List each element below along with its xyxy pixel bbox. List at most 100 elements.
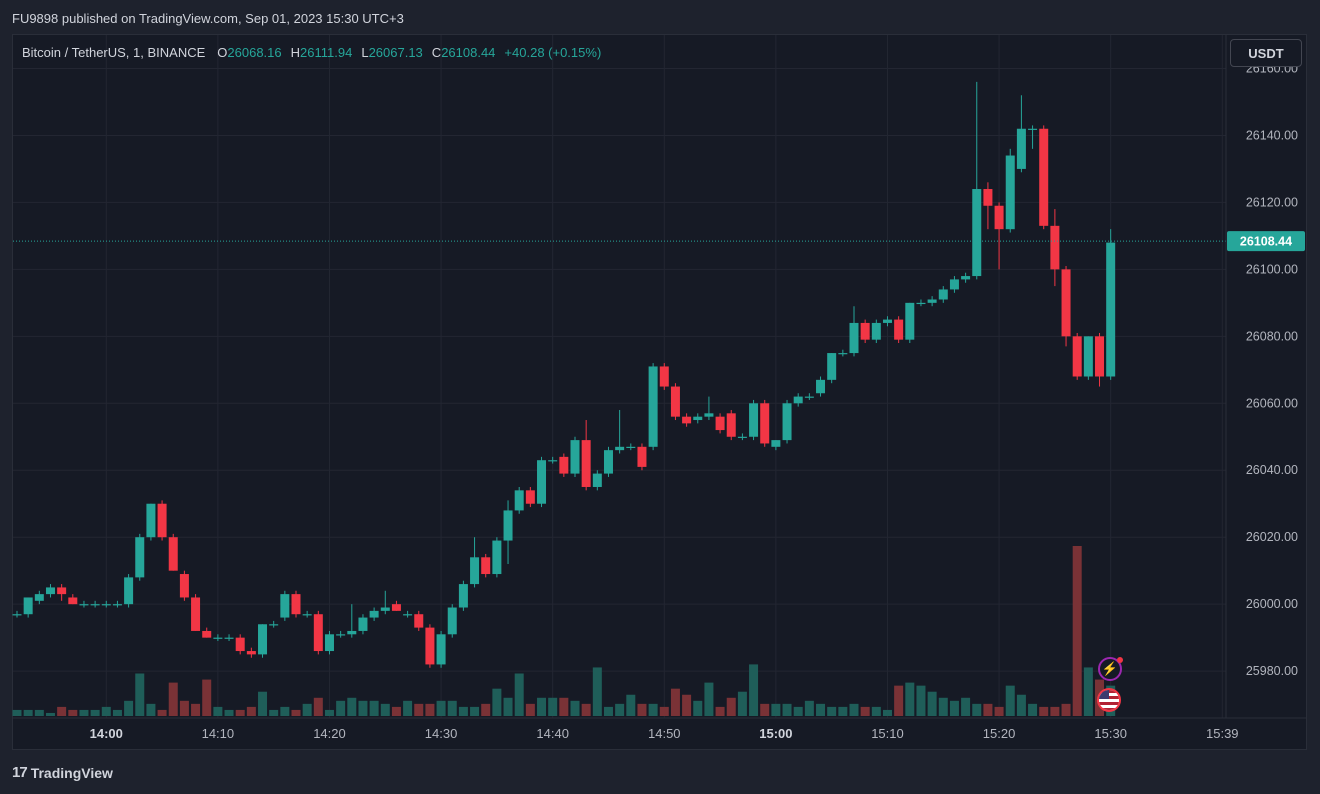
volume-bar: [581, 703, 591, 716]
candle: [124, 574, 134, 608]
candle-body: [235, 637, 245, 652]
candle-body: [570, 440, 580, 474]
candle-body: [771, 440, 781, 447]
volume-bar: [436, 700, 446, 716]
candle: [403, 610, 413, 618]
volume-bar: [191, 703, 201, 716]
high-value: 26111.94: [300, 45, 353, 60]
candle: [135, 533, 145, 581]
candle: [749, 399, 759, 441]
candle-body: [659, 366, 669, 387]
chart-pane[interactable]: [12, 34, 1307, 750]
price-axis[interactable]: 25980.00 26000.00 26020.00 26040.00 26060.00…: [1225, 35, 1305, 718]
volume-bar: [894, 685, 904, 716]
volume-bar: [1061, 703, 1071, 716]
candles: [12, 81, 1116, 668]
volume-bar: [447, 700, 457, 716]
time-tick-label: 15:10: [871, 726, 904, 741]
candle-body: [916, 302, 926, 305]
volume-bar: [425, 703, 435, 716]
volume-bar: [514, 673, 524, 716]
candle-body: [358, 617, 368, 631]
candle-body: [793, 396, 803, 404]
candle-body: [369, 610, 379, 618]
candle-body: [34, 594, 44, 601]
candle: [481, 553, 491, 578]
volume-bar: [458, 706, 468, 716]
candle: [704, 396, 714, 421]
candle-body: [503, 510, 513, 541]
volume-bar: [302, 703, 312, 716]
candle: [782, 399, 792, 444]
volume-bars: [12, 546, 1116, 716]
candle: [626, 443, 636, 451]
candle-body: [749, 403, 759, 437]
candle: [1050, 209, 1060, 287]
lightning-icon[interactable]: ⚡: [1098, 657, 1123, 681]
volume-bar: [905, 682, 915, 716]
candle-body: [827, 353, 837, 380]
volume-bar: [626, 694, 636, 716]
candle: [1106, 229, 1116, 380]
us-flag-icon[interactable]: [1097, 688, 1121, 712]
candle-body: [246, 651, 256, 655]
time-tick-label: 14:10: [202, 726, 235, 741]
candle: [514, 486, 524, 514]
volume-bar: [481, 703, 491, 716]
candle-body: [313, 614, 323, 652]
publish-line: FU9898 published on TradingView.com, Sep…: [12, 11, 404, 26]
price-tick-label: 26100.00: [1246, 262, 1298, 276]
candle: [425, 624, 435, 668]
currency-button[interactable]: USDT: [1230, 39, 1302, 67]
candle-body: [336, 634, 346, 636]
candle: [168, 533, 178, 571]
candle-body: [949, 279, 959, 290]
candle-body: [871, 322, 881, 340]
candle-body: [101, 604, 111, 606]
candle: [581, 420, 591, 491]
volume-bar: [726, 697, 736, 716]
time-axis[interactable]: 14:00 14:10 14:20 14:30 14:40 14:50 15:00 15:10…: [13, 717, 1306, 741]
volume-bar: [246, 706, 256, 716]
candle: [436, 630, 446, 668]
low-value: 26067.13: [368, 45, 423, 60]
volume-bar: [1028, 703, 1038, 716]
volume-bar: [860, 706, 870, 716]
volume-bar: [949, 700, 959, 716]
notification-dot: [1117, 657, 1123, 663]
symbol-title[interactable]: Bitcoin / TetherUS, 1, BINANCE: [22, 45, 206, 60]
candle: [603, 446, 613, 477]
volume-bar: [670, 688, 680, 716]
volume-bar: [916, 685, 926, 716]
volume-bar: [1039, 706, 1049, 716]
candle-body: [626, 446, 636, 449]
volume-bar: [291, 709, 301, 716]
candle: [369, 607, 379, 621]
candle: [927, 296, 937, 307]
candle-body: [425, 627, 435, 665]
open-label: O: [217, 45, 228, 60]
candle: [347, 604, 357, 638]
candle-body: [715, 416, 725, 431]
candle-body: [704, 413, 714, 417]
volume-bar: [101, 706, 111, 716]
candle: [280, 590, 290, 621]
change-value: +40.28 (+0.15%): [504, 45, 602, 60]
candle: [938, 286, 948, 303]
candle-body: [1061, 269, 1071, 337]
candle: [894, 316, 904, 344]
candle-body: [1005, 155, 1015, 230]
candle: [34, 590, 44, 605]
candle-body: [816, 379, 826, 394]
volume-bar: [615, 703, 625, 716]
candle: [1083, 336, 1093, 380]
candle-body: [693, 416, 703, 421]
candle-body: [615, 446, 625, 451]
candle: [537, 456, 547, 508]
symbol-legend: Bitcoin / TetherUS, 1, BINANCE O 26068.16…: [22, 45, 601, 60]
close-value: 26108.44: [441, 45, 496, 60]
tradingview-logo[interactable]: 17 TradingView: [12, 764, 113, 781]
candle: [235, 634, 245, 655]
candle-body: [57, 587, 67, 595]
